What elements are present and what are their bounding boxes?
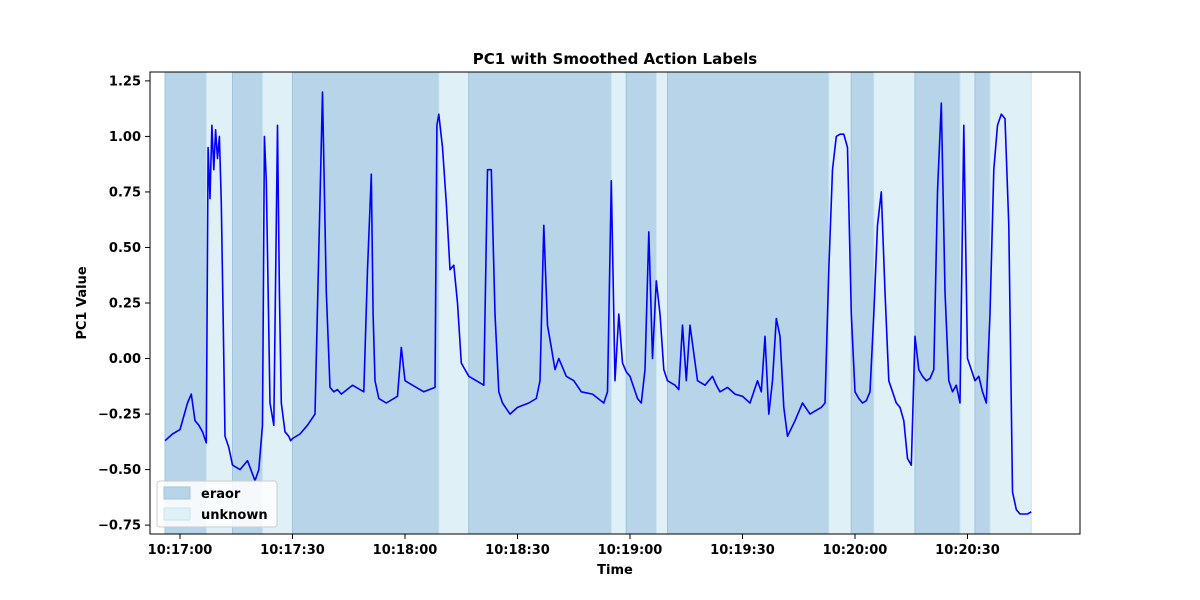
legend-label-unknown: unknown xyxy=(201,508,268,523)
y-axis: −0.75 −0.50 −0.25 0.00 0.25 0.50 0.75 1.00 1.25 xyxy=(98,74,150,534)
chart-title: PC1 with Smoothed Action Labels xyxy=(473,50,758,68)
x-tick-label: 10:19:30 xyxy=(710,543,775,558)
region-unknown-5 xyxy=(438,71,470,535)
region-eraor-8 xyxy=(625,71,657,535)
legend: eraor unknown xyxy=(156,480,278,528)
region-eraor-4 xyxy=(292,71,440,535)
label-regions xyxy=(164,71,1032,535)
x-tick-label: 10:20:30 xyxy=(935,543,1000,558)
legend-label-eraor: eraor xyxy=(201,487,241,502)
region-eraor-6 xyxy=(468,71,612,535)
x-axis-title: Time xyxy=(597,563,633,578)
x-tick-label: 10:19:00 xyxy=(598,543,663,558)
legend-swatch-eraor xyxy=(163,486,191,500)
y-tick-label: 0.00 xyxy=(109,352,141,367)
legend-swatch-unknown xyxy=(163,507,191,521)
x-axis: 10:17:00 10:17:30 10:18:00 10:18:30 10:19:00… xyxy=(148,534,1000,558)
y-tick-label: 1.00 xyxy=(109,130,141,145)
region-eraor-12 xyxy=(850,71,875,535)
region-eraor-2 xyxy=(232,71,263,535)
region-eraor-0 xyxy=(164,71,207,535)
region-eraor-14 xyxy=(914,71,961,535)
series-line-pc1 xyxy=(164,91,1032,515)
y-tick-label: 1.25 xyxy=(109,74,141,89)
series-layer xyxy=(164,91,1032,515)
y-tick-label: −0.75 xyxy=(98,519,141,534)
region-eraor-10 xyxy=(667,71,830,535)
x-tick-label: 10:17:00 xyxy=(148,543,213,558)
y-tick-label: 0.25 xyxy=(109,297,141,312)
y-tick-label: 0.75 xyxy=(109,185,141,200)
y-tick-label: −0.50 xyxy=(98,463,141,478)
region-unknown-9 xyxy=(655,71,668,535)
y-tick-label: 0.50 xyxy=(109,241,141,256)
region-unknown-13 xyxy=(873,71,916,535)
x-tick-label: 10:18:00 xyxy=(373,543,438,558)
region-eraor-16 xyxy=(974,71,991,535)
x-tick-label: 10:17:30 xyxy=(260,543,325,558)
region-unknown-15 xyxy=(959,71,976,535)
x-tick-label: 10:20:00 xyxy=(823,543,888,558)
y-tick-label: −0.25 xyxy=(98,408,141,423)
region-unknown-11 xyxy=(828,71,852,535)
y-axis-title: PC1 Value xyxy=(75,266,90,339)
x-tick-label: 10:18:30 xyxy=(485,543,550,558)
